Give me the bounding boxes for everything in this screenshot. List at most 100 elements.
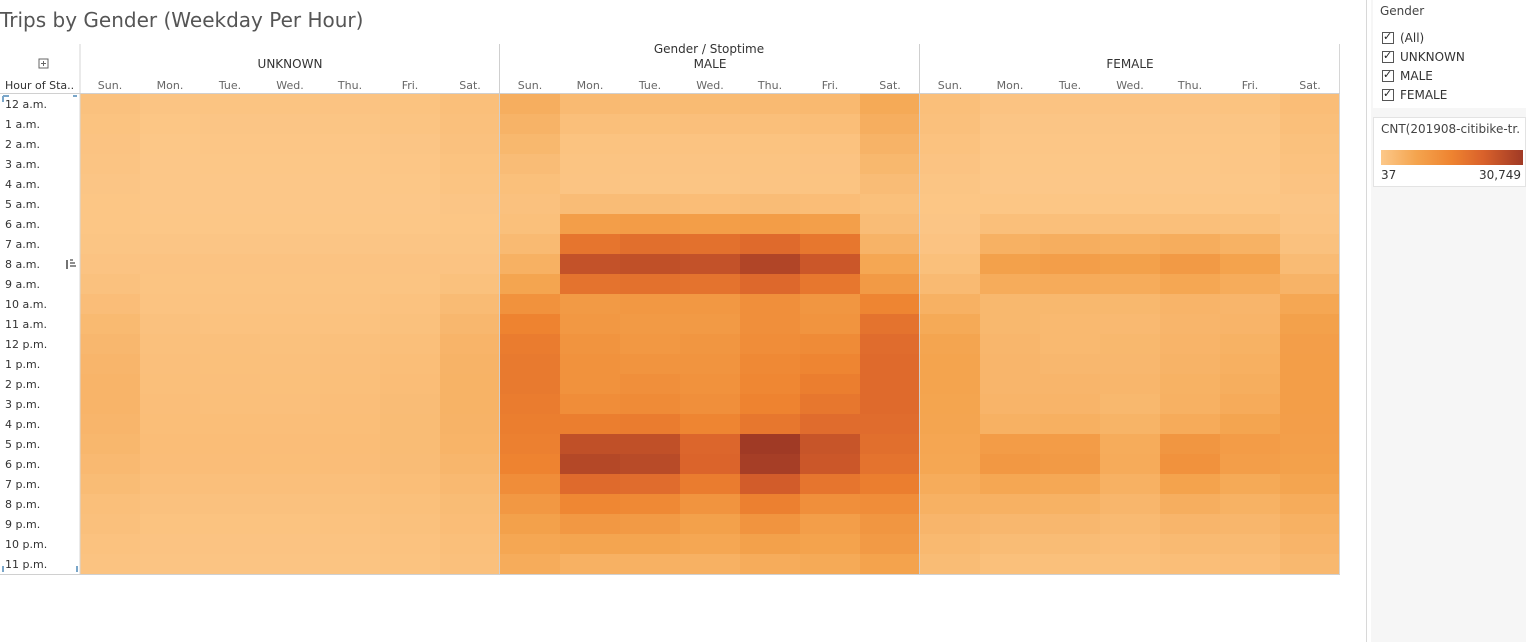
filter-option-all[interactable]: (All) [1382,30,1424,46]
heatmap-cell [500,254,560,274]
heatmap-cell [1040,474,1100,494]
heatmap-cell [200,374,260,394]
day-label: Sat. [459,79,481,92]
heatmap-cell [1280,334,1340,354]
heatmap-cell [320,234,380,254]
heatmap-cell [1100,494,1160,514]
filter-option-label: MALE [1400,69,1433,83]
heatmap-cell [1160,414,1220,434]
heatmap-cell [380,394,440,414]
heatmap-cell [860,154,920,174]
heatmap-cell [860,494,920,514]
heatmap-cell [260,234,320,254]
hour-label: 9 p.m. [5,518,40,531]
checkbox-icon[interactable] [1382,87,1394,101]
heatmap-cell [680,94,740,114]
expand-icon[interactable] [38,58,49,69]
heatmap-cell [1160,354,1220,374]
heatmap-cell [920,334,980,354]
heatmap-cell [980,494,1040,514]
heatmap-cell [380,414,440,434]
heatmap-cell [260,494,320,514]
heatmap-cell [200,494,260,514]
checkbox-icon[interactable] [1382,30,1394,44]
heatmap-cell [1160,294,1220,314]
heatmap-cell [980,374,1040,394]
heatmap-cell [1220,394,1280,414]
heatmap-cell [1160,554,1220,574]
heatmap-cell [1280,514,1340,534]
heatmap-cell [920,294,980,314]
heatmap-cell [320,294,380,314]
heatmap-cell [800,134,860,154]
heatmap-cell [680,334,740,354]
heatmap-cell [1220,514,1280,534]
heatmap-cell [260,414,320,434]
heatmap-cell [860,414,920,434]
heatmap-cell [1280,174,1340,194]
heatmap-cell [140,474,200,494]
heatmap-cell [1100,194,1160,214]
filter-option-unknown[interactable]: UNKNOWN [1382,49,1465,65]
heatmap-cell [1100,254,1160,274]
heatmap-cell [80,474,140,494]
heatmap-cell [1280,94,1340,114]
heatmap-cell [80,294,140,314]
heatmap-cell [320,414,380,434]
filter-option-male[interactable]: MALE [1382,68,1433,84]
heatmap-cell [680,254,740,274]
heatmap-cell [980,194,1040,214]
heatmap-cell [1220,354,1280,374]
heatmap-cell [320,274,380,294]
heatmap-cell [500,374,560,394]
sort-icon[interactable] [66,259,76,270]
heatmap-cell [620,214,680,234]
heatmap-cell [1040,234,1100,254]
heatmap-cell [80,174,140,194]
heatmap-cell [140,314,200,334]
heatmap-cell [140,154,200,174]
heatmap-cell [140,354,200,374]
heatmap-cell [380,94,440,114]
heatmap-cell [800,494,860,514]
heatmap-cell [560,274,620,294]
heatmap-cell [620,494,680,514]
heatmap-cell [260,214,320,234]
heatmap-cell [200,154,260,174]
heatmap-cell [80,334,140,354]
heatmap-cell [1220,274,1280,294]
heatmap-cell [260,134,320,154]
heatmap-cell [440,534,500,554]
heatmap-cell [1040,314,1100,334]
checkbox-icon[interactable] [1382,49,1394,63]
hour-label: 4 a.m. [5,178,40,191]
heatmap-cell [680,474,740,494]
heatmap-cell [440,294,500,314]
heatmap-cell [200,354,260,374]
heatmap-cell [620,234,680,254]
heatmap-cell [620,474,680,494]
group-label: MALE [694,57,727,71]
hour-label: 5 p.m. [5,438,40,451]
heatmap-cell [200,194,260,214]
heatmap-cell [440,134,500,154]
heatmap-cell [860,194,920,214]
heatmap-cell [140,494,200,514]
heatmap-cell [800,474,860,494]
heatmap-cell [140,294,200,314]
heatmap-cell [320,434,380,454]
heatmap-cell [320,174,380,194]
heatmap-cell [1040,434,1100,454]
heatmap-cell [1100,134,1160,154]
heatmap-cell [80,394,140,414]
heatmap-cell [1220,154,1280,174]
heatmap-cell [260,114,320,134]
group-label: UNKNOWN [258,57,323,71]
heatmap-cell [440,394,500,414]
heatmap-cell [500,214,560,234]
heatmap-cell [920,434,980,454]
checkbox-icon[interactable] [1382,68,1394,82]
filter-option-female[interactable]: FEMALE [1382,87,1447,103]
heatmap-cell [1220,234,1280,254]
heatmap-cell [1280,234,1340,254]
